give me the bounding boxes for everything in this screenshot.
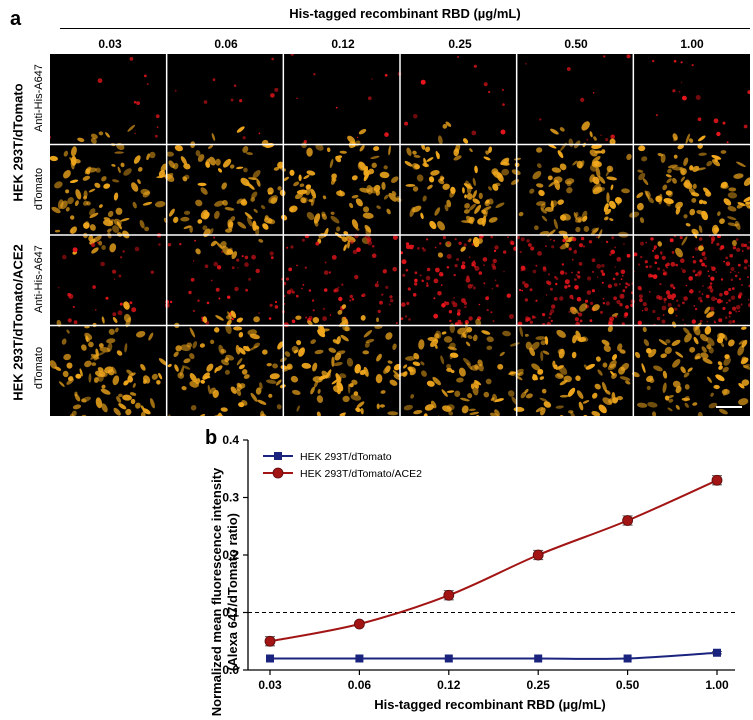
data-point (266, 654, 274, 663)
legend-label: HEK 293T/dTomato/ACE2 (300, 468, 422, 480)
concentration-label: 0.03 (98, 37, 122, 51)
micrograph-dtomato (275, 304, 408, 416)
micrograph-a647 (525, 54, 631, 142)
x-tick-label: 0.12 (437, 678, 461, 692)
x-tick-label: 0.25 (527, 678, 551, 692)
micrograph-dtomato (50, 301, 179, 416)
data-point (534, 654, 543, 663)
panel-a-letter: a (10, 8, 22, 30)
x-tick-label: 1.00 (705, 678, 729, 692)
micrograph-dtomato (636, 133, 750, 258)
row-label-his: Anti-His-A647 (33, 64, 45, 132)
micrograph-dtomato (509, 303, 640, 416)
group-label-ace2: HEK 293T/dTomato/ACE2 (10, 244, 26, 401)
micrograph-dtomato (513, 121, 646, 250)
micrograph-dtomato (164, 126, 298, 260)
micrograph-grid (50, 54, 750, 416)
x-tick-label: 0.03 (258, 678, 282, 692)
micrograph-dtomato (634, 306, 750, 416)
data-point (713, 648, 721, 657)
micrograph-dtomato (389, 318, 524, 416)
micrograph-dtomato (270, 129, 402, 252)
x-tick-label: 0.06 (348, 678, 372, 692)
series-line (269, 479, 718, 643)
micrograph-dtomato (167, 310, 291, 416)
x-tick-label: 0.50 (616, 678, 640, 692)
micrograph-a647 (57, 233, 162, 325)
legend-entry: HEK 293T/dTomato (263, 451, 392, 463)
concentration-label: 0.25 (448, 37, 472, 51)
micrograph-a647 (652, 59, 750, 144)
concentration-label: 0.06 (214, 37, 238, 51)
data-point (443, 589, 455, 601)
legend-entry: HEK 293T/dTomato/ACE2 (263, 467, 422, 480)
data-point (264, 635, 276, 647)
panel-b-letter: b (205, 427, 218, 449)
row-label-dtomato: dTomato (33, 167, 45, 211)
y-axis-title-line1: Normalized mean fluorescence intensity (209, 467, 224, 716)
micrograph-dtomato (404, 121, 524, 258)
row-label-his: Anti-His-A647 (33, 245, 45, 313)
legend-label: HEK 293T/dTomato (300, 451, 392, 463)
concentration-label: 0.12 (331, 37, 355, 51)
header-rule (60, 28, 750, 29)
micrograph-a647 (404, 56, 506, 136)
data-point (353, 618, 365, 630)
concentration-header: His-tagged recombinant RBD (µg/mL) (289, 6, 521, 21)
micrograph-a647 (164, 236, 284, 325)
x-axis-title: His-tagged recombinant RBD (µg/mL) (374, 697, 605, 712)
micrograph-a647 (174, 57, 279, 140)
concentration-label: 0.50 (564, 37, 588, 51)
y-tick-label: 0.2 (222, 548, 239, 562)
series-line (270, 651, 718, 660)
micrograph-dtomato (50, 124, 168, 255)
data-point (532, 549, 544, 561)
y-tick-label: 0.1 (222, 606, 239, 620)
group-label-dtomato: HEK 293T/dTomato (10, 83, 26, 202)
data-point (622, 515, 633, 526)
data-point (444, 654, 453, 663)
fluorescence-chart: Normalized mean fluorescence intensity (… (209, 433, 735, 716)
y-tick-label: 0.3 (222, 491, 239, 505)
row-label-dtomato: dTomato (33, 346, 45, 390)
concentration-label: 1.00 (680, 37, 704, 51)
data-point (355, 654, 364, 663)
y-tick-label: 0.0 (222, 663, 239, 677)
y-axis-title-line2: (Alexa 647/dTomato ratio) (225, 513, 240, 671)
data-point (711, 474, 723, 486)
data-point (623, 654, 632, 663)
y-tick-label: 0.4 (222, 433, 239, 447)
micrograph-a647 (50, 57, 160, 139)
